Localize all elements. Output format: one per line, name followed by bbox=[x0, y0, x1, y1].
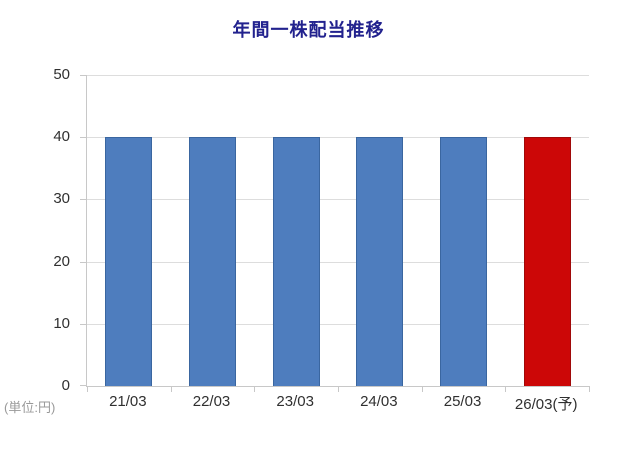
bar-cell bbox=[171, 75, 255, 386]
x-tick-label: 24/03 bbox=[360, 393, 398, 410]
chart-title: 年間一株配当推移 bbox=[232, 20, 385, 40]
x-tick-mark bbox=[170, 386, 172, 392]
y-tick-mark bbox=[80, 385, 87, 386]
x-tick-label: 23/03 bbox=[276, 393, 314, 410]
y-tick-mark bbox=[80, 199, 87, 201]
gridline-y bbox=[87, 199, 589, 201]
x-tick-label: 25/03 bbox=[443, 393, 482, 410]
x-tick-mark bbox=[589, 386, 590, 392]
chart-bar-0 bbox=[105, 137, 153, 386]
chart-bar-4 bbox=[440, 137, 488, 386]
x-tick-mark bbox=[505, 386, 507, 392]
bar-cell bbox=[87, 75, 171, 386]
y-tick-label: 0 bbox=[61, 377, 70, 394]
bars-row bbox=[87, 75, 589, 386]
bar-cell bbox=[422, 75, 506, 386]
bar-cell bbox=[254, 75, 338, 386]
x-tick-mark bbox=[254, 386, 256, 392]
x-tick-label: 22/03 bbox=[192, 393, 231, 410]
y-tick-label: 40 bbox=[53, 128, 70, 146]
gridline-y bbox=[87, 323, 589, 325]
chart-bar-3 bbox=[356, 137, 404, 386]
chart-bar-2 bbox=[272, 137, 320, 386]
x-tick-mark bbox=[338, 386, 339, 392]
y-axis-labels: 0 10 20 30 40 50 bbox=[0, 67, 70, 394]
bar-cell bbox=[505, 75, 589, 386]
y-tick-mark bbox=[80, 137, 87, 139]
y-tick-mark bbox=[80, 75, 87, 76]
x-tick-label: 21/03 bbox=[109, 393, 147, 410]
bar-cell bbox=[338, 75, 422, 386]
chart-bar-1 bbox=[189, 137, 236, 386]
x-tick-mark bbox=[421, 386, 423, 392]
y-tick-label: 30 bbox=[53, 190, 70, 208]
y-tick-label: 50 bbox=[53, 66, 70, 83]
gridline-y bbox=[87, 261, 589, 263]
x-axis-labels: 21/03 22/03 23/03 24/03 25/03 26/03(予) bbox=[86, 393, 588, 414]
y-tick-label: 10 bbox=[53, 314, 70, 332]
plot-area bbox=[80, 75, 590, 392]
gridline-y bbox=[87, 75, 589, 76]
gridline-y bbox=[87, 137, 589, 139]
x-tick-mark bbox=[87, 386, 88, 392]
chart-bar-5 bbox=[523, 137, 571, 386]
x-tick-label: 26/03(予) bbox=[514, 396, 578, 413]
y-tick-mark bbox=[80, 261, 87, 263]
y-tick-label: 20 bbox=[53, 252, 70, 270]
y-tick-mark bbox=[80, 323, 87, 325]
unit-label: (単位:円) bbox=[4, 400, 56, 415]
